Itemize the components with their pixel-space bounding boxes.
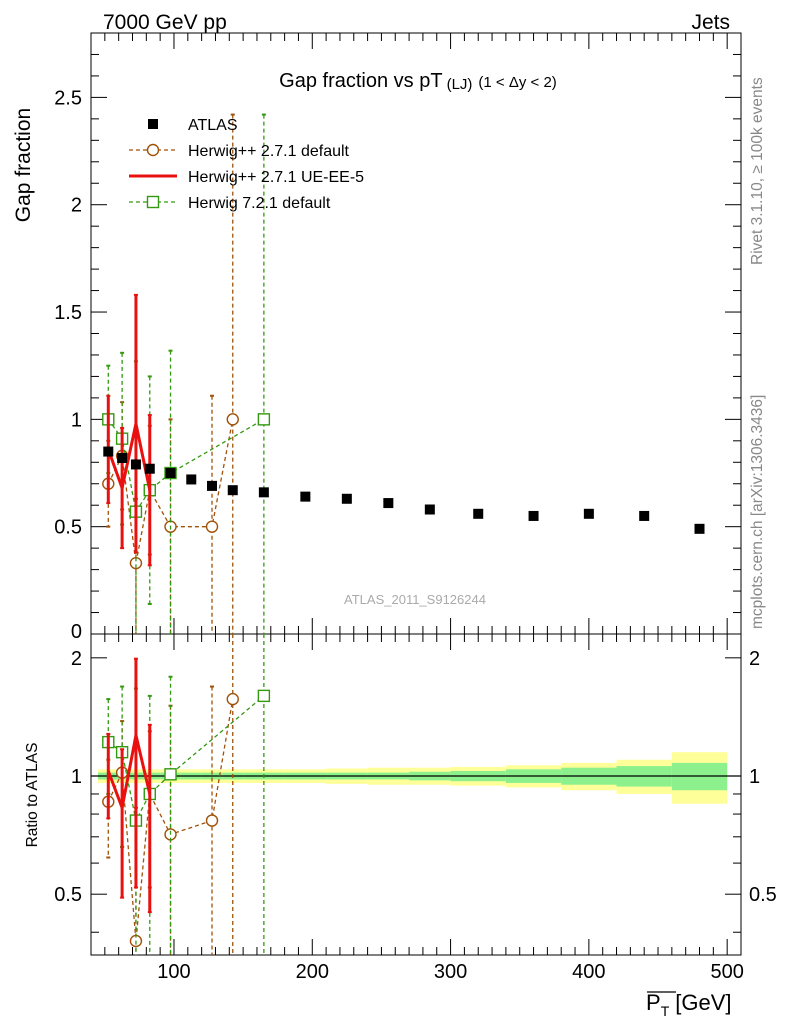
legend-label: Herwig 7.2.1 default <box>188 195 331 212</box>
legend-marker-circle <box>146 143 160 157</box>
x-axis-label: PT [GeV] <box>646 990 732 1019</box>
ratio-series-layer <box>102 634 271 955</box>
legend-label: Herwig++ 2.7.1 default <box>188 143 350 160</box>
atlas-marker <box>383 498 394 509</box>
ratio-y-tick-label: 2 <box>71 648 82 670</box>
ratio-y-tick-label-right: 2 <box>749 648 760 670</box>
atlas-marker <box>639 510 650 521</box>
chart-title: Gap fraction vs pT (LJ) (1 < Δy < 2) <box>279 70 557 93</box>
ratio-plot-frame <box>90 633 742 956</box>
atlas-marker <box>473 508 484 519</box>
header-left: 7000 GeV pp <box>103 11 227 34</box>
ratio-uncertainty-bands <box>97 752 728 804</box>
atlas-marker <box>424 504 435 515</box>
circle-marker <box>226 413 239 426</box>
svg-text:PT[GeV]: PT [GeV] <box>646 990 732 1019</box>
series-line <box>106 423 152 494</box>
main-y-axis-label: Gap fraction <box>12 108 35 222</box>
ratio-axis-ticks: 0.5 0.5 1 1 2 2 100 200 300 400 500 <box>54 634 777 983</box>
circle-marker <box>205 814 219 827</box>
atlas-marker <box>144 463 155 474</box>
main-y-tick-label: 2.5 <box>54 87 82 109</box>
square-marker <box>257 413 271 426</box>
main-y-tick-label: 1 <box>71 409 82 431</box>
analysis-watermark: ATLAS_2011_S9126244 <box>344 592 486 607</box>
legend-marker-atlas <box>148 119 158 129</box>
atlas-marker <box>207 480 218 491</box>
atlas-marker <box>165 468 176 479</box>
ratio-y-tick-label-right: 0.5 <box>749 884 777 906</box>
x-tick-label: 300 <box>434 961 467 983</box>
atlas-marker <box>300 491 311 502</box>
ratio-y-axis-label: Ratio to ATLAS <box>24 743 41 848</box>
main-y-tick-label: 1.5 <box>54 302 82 324</box>
header-right: Jets <box>691 11 730 34</box>
ratio-y-tick-label: 0.5 <box>54 884 82 906</box>
circle-marker <box>226 692 239 706</box>
atlas-marker <box>103 446 114 457</box>
main-y-tick-label: 0.5 <box>54 517 82 539</box>
atlas-marker <box>528 510 539 521</box>
atlas-marker <box>258 487 269 498</box>
main-axis-ticks: 0.5 1 1.5 2 2.5 0 <box>54 32 741 643</box>
atlas-marker <box>186 474 197 485</box>
x-tick-label: 500 <box>710 961 743 983</box>
side-bottom-text: mcplots.cern.ch [arXiv:1306.3436] <box>749 395 766 629</box>
atlas-marker <box>341 493 352 504</box>
series-line <box>106 734 152 814</box>
x-tick-label: 400 <box>572 961 605 983</box>
ratio-y-tick-label: 1 <box>71 766 82 788</box>
square-marker <box>164 768 177 781</box>
main-y-zero-label: 0 <box>71 621 82 643</box>
atlas-marker <box>227 485 238 496</box>
atlas-marker <box>130 459 141 470</box>
main-series-layer <box>102 113 705 634</box>
square-marker <box>257 689 271 703</box>
legend: ATLAS Herwig++ 2.7.1 default Herwig++ 2.7.… <box>129 117 364 212</box>
side-top-text: Rivet 3.1.10, ≥ 100k events <box>749 77 766 265</box>
main-y-tick-label: 2 <box>71 195 82 217</box>
series-line <box>107 418 265 514</box>
atlas-marker <box>694 523 705 534</box>
circle-marker <box>205 520 219 533</box>
atlas-marker <box>117 452 128 463</box>
legend-label: ATLAS <box>188 117 238 134</box>
x-tick-label: 200 <box>296 961 329 983</box>
x-tick-label: 100 <box>157 961 190 983</box>
legend-label: Herwig++ 2.7.1 UE-EE-5 <box>188 169 364 186</box>
atlas-marker <box>583 508 594 519</box>
ratio-y-tick-label-right: 1 <box>749 766 760 788</box>
legend-marker-square <box>146 195 160 209</box>
